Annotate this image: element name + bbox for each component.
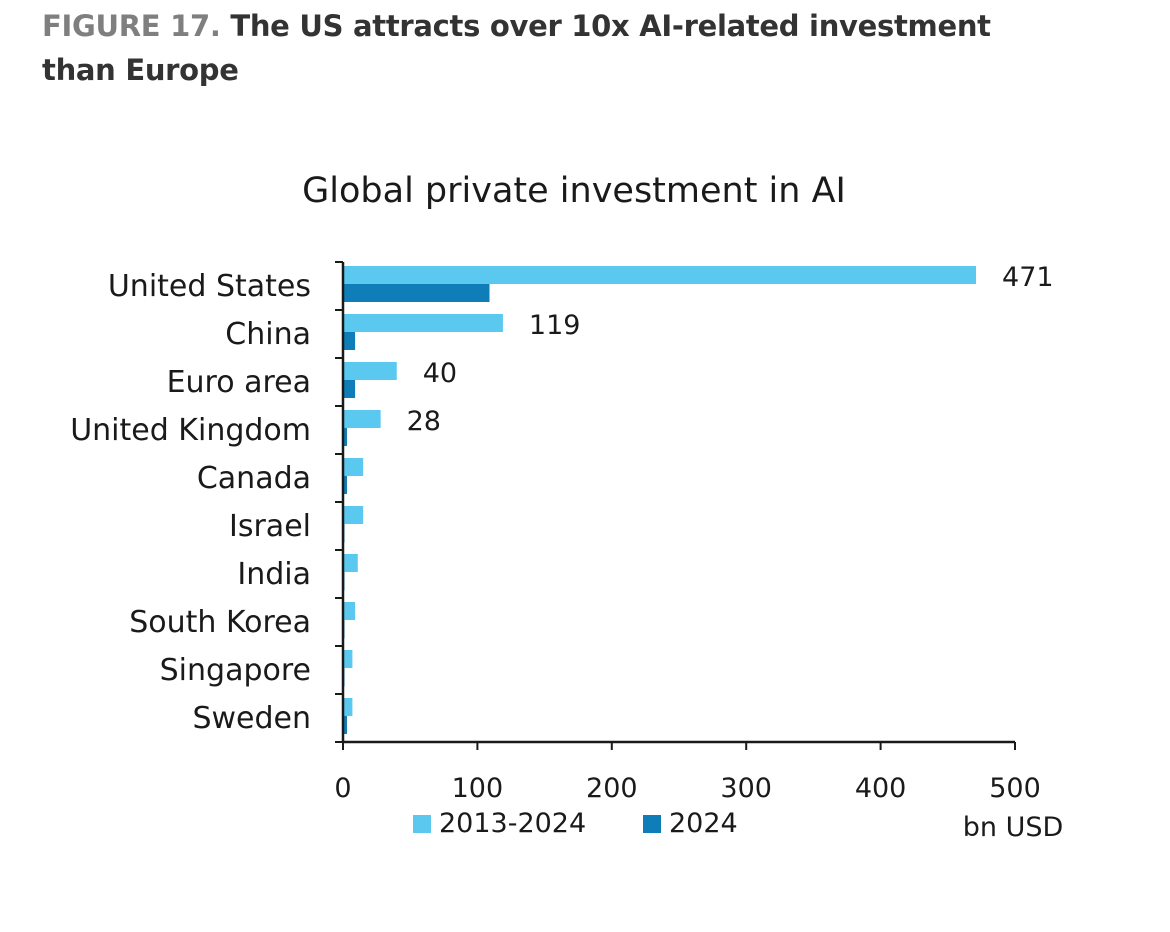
legend-label: 2024	[669, 808, 738, 839]
category-label: South Korea	[129, 605, 311, 640]
data-label: 28	[407, 406, 441, 437]
data-label: 119	[529, 310, 581, 341]
bar	[343, 716, 348, 734]
bar	[343, 332, 356, 350]
x-tick-label: 500	[989, 773, 1041, 804]
x-axis-unit-label: bn USD	[963, 812, 1064, 843]
category-label: United States	[108, 269, 311, 304]
x-tick-label: 100	[452, 773, 504, 804]
bar	[343, 650, 353, 668]
bar	[343, 410, 381, 428]
x-tick-label: 0	[334, 773, 351, 804]
bar	[343, 458, 364, 476]
legend-swatch	[643, 815, 661, 833]
chart-title: Global private investment in AI	[302, 171, 846, 211]
x-tick-label: 400	[855, 773, 907, 804]
bar	[343, 476, 348, 494]
category-label: Sweden	[192, 701, 311, 736]
x-tick-label: 300	[720, 773, 772, 804]
category-label: Israel	[229, 509, 311, 544]
figure-heading: FIGURE 17. The US attracts over 10x AI-r…	[42, 4, 1042, 92]
figure-title: The US attracts over 10x AI-related inve…	[42, 9, 991, 87]
category-label: Euro area	[167, 365, 311, 400]
bar	[343, 698, 353, 716]
category-label: United Kingdom	[70, 413, 311, 448]
bar	[343, 380, 356, 398]
bar	[343, 554, 358, 572]
bar	[343, 602, 356, 620]
bar	[343, 506, 364, 524]
category-label: Singapore	[160, 653, 311, 688]
bar	[343, 266, 977, 284]
bar	[343, 362, 397, 380]
bar	[343, 428, 348, 446]
data-label: 40	[423, 358, 457, 389]
data-label: 471	[1002, 262, 1054, 293]
figure-label: FIGURE 17.	[42, 9, 221, 43]
category-label: Canada	[197, 461, 311, 496]
category-label: China	[225, 317, 311, 352]
x-tick-label: 200	[586, 773, 638, 804]
legend-label: 2013-2024	[439, 808, 586, 839]
plot-area: United States 471 China 119 Euro area 40 Unite…	[70, 261, 1054, 804]
category-label: India	[237, 557, 311, 592]
bar	[343, 314, 503, 332]
legend-swatch	[413, 815, 431, 833]
legend: 2013-2024 2024	[413, 808, 738, 839]
bar	[343, 284, 490, 302]
